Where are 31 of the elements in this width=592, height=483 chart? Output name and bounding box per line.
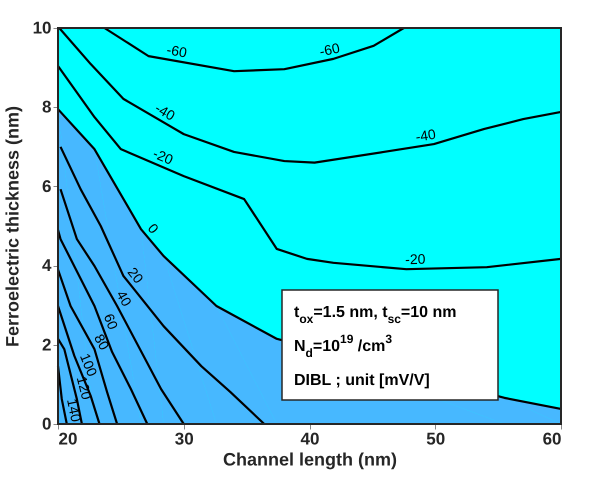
x-tick-label: 30 <box>174 430 194 448</box>
y-tick-label: 10 <box>32 18 52 38</box>
x-tick-label: 40 <box>300 430 320 448</box>
y-tick-label: 6 <box>42 176 52 196</box>
y-tick-label: 8 <box>42 98 52 117</box>
line-series <box>103 26 405 72</box>
line-series <box>56 268 118 426</box>
y-axis-title: Ferroelectric thickness (nm) <box>2 106 23 348</box>
line-series <box>59 188 185 426</box>
y-tick-label: 4 <box>42 256 52 276</box>
text: 0 <box>144 220 162 237</box>
text: -40 <box>414 126 438 145</box>
x-axis-title: Channel length (nm) <box>223 450 397 470</box>
text: -60 <box>318 40 342 60</box>
text: 60 <box>100 311 122 332</box>
annotation: DIBL ; unit [mV/V] <box>294 372 430 389</box>
text: 40 <box>113 288 136 310</box>
x-tick-label: 50 <box>426 430 446 448</box>
y-tick-label: 0 <box>42 414 52 434</box>
series-label: -20 <box>404 250 426 268</box>
line-series <box>56 228 148 426</box>
line-series <box>58 26 562 164</box>
text: -40 <box>152 100 178 124</box>
text: -20 <box>150 145 176 168</box>
text: 20 <box>124 264 147 286</box>
x-tick-label: 20 <box>58 430 78 448</box>
text: -60 <box>166 41 188 61</box>
y-tick-label: 2 <box>42 335 52 354</box>
text: 80 <box>91 331 113 353</box>
x-tick-label: 60 <box>542 430 562 448</box>
line-series <box>59 146 266 426</box>
